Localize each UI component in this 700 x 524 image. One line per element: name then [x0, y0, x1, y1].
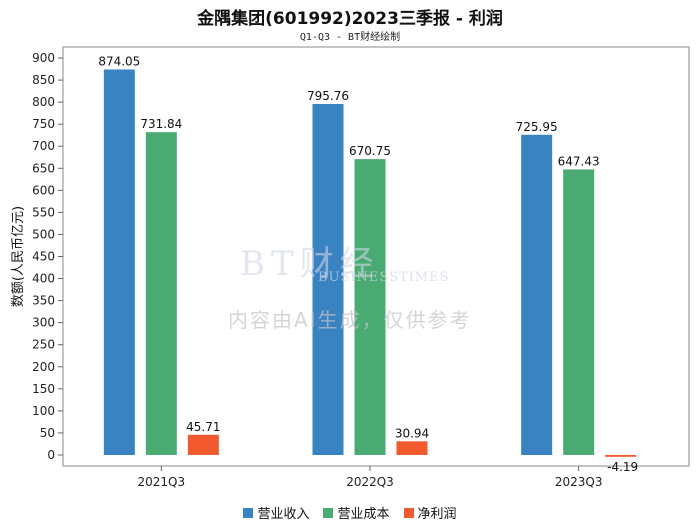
bar-营业成本-2022Q3: [354, 159, 386, 455]
legend-swatch: [243, 507, 254, 518]
x-tick-label: 2022Q3: [346, 475, 394, 489]
y-tick-label: 900: [32, 51, 55, 65]
chart-title: 金隅集团(601992)2023三季报 - 利润: [197, 9, 503, 29]
bar-营业收入-2023Q3: [521, 134, 553, 455]
bar-营业成本-2021Q3: [145, 132, 177, 455]
x-tick-label: 2023Q3: [555, 475, 603, 489]
y-tick-label: 150: [32, 382, 55, 396]
data-label: 725.95: [516, 120, 558, 134]
x-tick-label: 2021Q3: [138, 475, 186, 489]
legend-label: 营业成本: [337, 507, 390, 522]
y-tick-label: 450: [32, 250, 55, 264]
watermark-text: 内容由AI生成，仅供参考: [228, 308, 472, 332]
y-tick-label: 100: [32, 404, 55, 418]
y-tick-label: 50: [40, 426, 55, 440]
legend-item: 营业成本: [323, 503, 390, 522]
legend-swatch: [403, 507, 414, 518]
data-label: 45.71: [186, 420, 220, 434]
data-label: 670.75: [349, 144, 391, 158]
data-label: 647.43: [558, 154, 600, 168]
data-label: 874.05: [98, 54, 140, 68]
y-tick-label: 550: [32, 205, 55, 219]
watermark-subtitle: BUSINESSTIMES: [318, 270, 450, 285]
y-tick-label: 500: [32, 227, 55, 241]
y-tick-label: 750: [32, 117, 55, 131]
legend-label: 净利润: [417, 507, 457, 522]
data-label: 731.84: [140, 117, 182, 131]
chart-subtitle: Q1-Q3 - BT财经绘制: [299, 32, 401, 43]
y-tick-label: 850: [32, 73, 55, 87]
chart-legend: 营业收入 营业成本 净利润: [0, 503, 700, 522]
bar-营业成本-2023Q3: [563, 169, 595, 455]
y-tick-label: 200: [32, 360, 55, 374]
y-tick-label: 0: [47, 448, 55, 462]
legend-label: 营业收入: [257, 507, 310, 522]
y-tick-label: 600: [32, 183, 55, 197]
data-label: 795.76: [307, 89, 349, 103]
y-tick-label: 800: [32, 95, 55, 109]
legend-item: 营业收入: [243, 503, 309, 522]
bar-净利润-2022Q3: [396, 441, 428, 455]
legend-item: 净利润: [403, 503, 457, 522]
legend-swatch: [323, 507, 334, 518]
bar-净利润-2021Q3: [187, 434, 219, 455]
y-tick-label: 300: [32, 316, 55, 330]
data-label: 30.94: [395, 426, 429, 440]
y-tick-label: 350: [32, 294, 55, 308]
bar-净利润-2023Q3: [605, 454, 637, 457]
y-tick-label: 650: [32, 161, 55, 175]
watermark-logo: BT财经: [240, 244, 380, 284]
y-axis-label: 数额(人民币亿元): [11, 206, 26, 307]
bar-营业收入-2021Q3: [103, 69, 135, 455]
bar-营业收入-2022Q3: [312, 104, 344, 455]
data-label: -4.19: [607, 460, 638, 474]
y-tick-label: 400: [32, 272, 55, 286]
y-tick-label: 700: [32, 139, 55, 153]
y-tick-label: 250: [32, 338, 55, 352]
